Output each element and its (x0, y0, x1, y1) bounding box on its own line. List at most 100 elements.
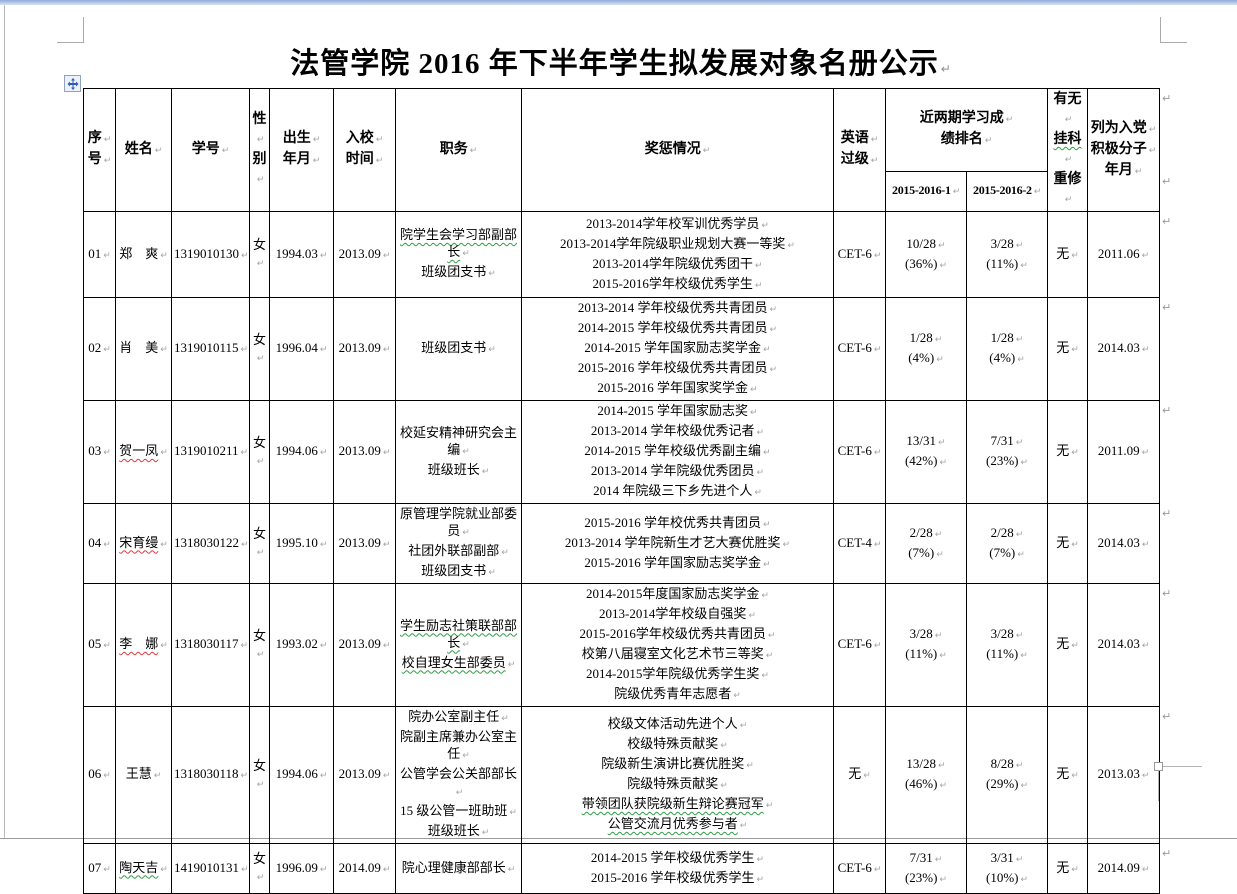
awards-cell[interactable]: 2014-2015 学年国家励志奖 2013-2014 学年校级优秀记者 2014-… (521, 400, 834, 504)
page-title[interactable]: 法管学院 2016 年下半年学生拟发展对象名册公示 ↵ (83, 40, 1159, 82)
retake-cell[interactable]: 无 (1047, 583, 1089, 707)
birth-date-cell[interactable]: 1994.06 (269, 706, 334, 844)
name-cell[interactable]: 宋育缦 (115, 503, 172, 584)
english-level-cell[interactable]: CET-6 (833, 297, 886, 401)
english-level-cell[interactable]: CET-4 (833, 503, 886, 584)
header-rank-group[interactable]: 近两期学习成绩排名 (884, 87, 1049, 173)
student-id-cell[interactable]: 1319010130 (171, 211, 250, 298)
english-level-cell[interactable]: 无 (833, 706, 886, 844)
student-id-cell[interactable]: 1318030118 (171, 706, 250, 844)
english-level-cell[interactable]: CET-6 (833, 211, 886, 298)
header-serial[interactable]: 序号 (83, 88, 116, 212)
rank-term2-cell[interactable]: 7/31 (23%) (965, 400, 1049, 504)
awards-cell[interactable]: 2013-2014 学年校级优秀共青团员 2014-2015 学年校级优秀共青团员… (521, 297, 834, 401)
name-cell[interactable]: 王慧 (115, 706, 172, 844)
rank-term2-cell[interactable]: 2/28 (7%) (965, 503, 1049, 584)
awards-cell[interactable]: 校级文体活动先进个人校级特殊贡献奖院级新生演讲比赛优胜奖院级特殊贡献奖带领团队获… (521, 706, 834, 844)
enroll-date-cell[interactable]: 2014.09 (333, 843, 396, 894)
header-awards[interactable]: 奖惩情况 (521, 88, 834, 212)
header-rank-term1[interactable]: 2015-2016-1 (885, 171, 967, 212)
awards-cell[interactable]: 2014-2015 学年校级优秀学生 2015-2016 学年校级优秀学生 (521, 843, 834, 894)
header-name[interactable]: 姓名 (115, 88, 172, 212)
birth-date-cell[interactable]: 1996.04 (269, 297, 334, 401)
enroll-date-cell[interactable]: 2013.09 (333, 706, 396, 844)
name-cell[interactable]: 贺一凤 (115, 400, 172, 504)
english-level-cell[interactable]: CET-6 (833, 843, 886, 894)
retake-cell[interactable]: 无 (1047, 211, 1089, 298)
gender-cell[interactable]: 女 (249, 843, 270, 894)
serial-cell[interactable]: 04 (83, 503, 116, 584)
rank-term2-cell[interactable]: 3/31 (10%) (965, 843, 1049, 894)
serial-cell[interactable]: 07 (83, 843, 116, 894)
position-cell[interactable]: 院办公室副主任院副主席兼办公室主任公管学会公关部部长 15 级公管一班助班班级班长 (395, 706, 522, 844)
table-resize-handle[interactable] (1154, 762, 1163, 771)
awards-cell[interactable]: 2015-2016 学年校优秀共青团员 2013-2014 学年院新生才艺大赛优胜… (521, 503, 834, 584)
activist-date-cell[interactable]: 2011.09 (1087, 400, 1161, 504)
activist-date-cell[interactable]: 2014.03 (1087, 583, 1161, 707)
gender-cell[interactable]: 女 (249, 297, 270, 401)
retake-cell[interactable]: 无 (1047, 706, 1089, 844)
header-position[interactable]: 职务 (395, 88, 522, 212)
activist-date-cell[interactable]: 2014.09 (1087, 843, 1161, 894)
serial-cell[interactable]: 02 (83, 297, 116, 401)
header-activist[interactable]: 列为入党积极分子年月 (1087, 88, 1161, 212)
rank-term2-cell[interactable]: 8/28 (29%) (965, 706, 1049, 844)
header-enroll[interactable]: 入校时间 (333, 88, 396, 212)
header-birth[interactable]: 出生年月 (269, 88, 334, 212)
position-cell[interactable]: 学生励志社策联部部长校自理女生部委员 (395, 583, 522, 707)
enroll-date-cell[interactable]: 2013.09 (333, 503, 396, 584)
rank-term1-cell[interactable]: 13/28 (46%) (885, 706, 967, 844)
header-english[interactable]: 英语过级 (833, 88, 886, 212)
english-level-cell[interactable]: CET-6 (833, 583, 886, 707)
rank-term1-cell[interactable]: 10/28 (36%) (885, 211, 967, 298)
student-id-cell[interactable]: 1318030117 (171, 583, 250, 707)
serial-cell[interactable]: 03 (83, 400, 116, 504)
table-move-handle[interactable] (64, 75, 81, 92)
gender-cell[interactable]: 女 (249, 400, 270, 504)
serial-cell[interactable]: 01 (83, 211, 116, 298)
rank-term2-cell[interactable]: 3/28 (11%) (965, 211, 1049, 298)
birth-date-cell[interactable]: 1994.06 (269, 400, 334, 504)
header-student-id[interactable]: 学号 (171, 88, 250, 212)
retake-cell[interactable]: 无 (1047, 503, 1089, 584)
student-id-cell[interactable]: 1319010115 (171, 297, 250, 401)
name-cell[interactable]: 郑 爽 (115, 211, 172, 298)
enroll-date-cell[interactable]: 2013.09 (333, 297, 396, 401)
enroll-date-cell[interactable]: 2013.09 (333, 211, 396, 298)
birth-date-cell[interactable]: 1994.03 (269, 211, 334, 298)
name-cell[interactable]: 肖 美 (115, 297, 172, 401)
header-rank-term2[interactable]: 2015-2016-2 (965, 171, 1049, 212)
gender-cell[interactable]: 女 (249, 503, 270, 584)
student-id-cell[interactable]: 1419010131 (171, 843, 250, 894)
activist-date-cell[interactable]: 2013.03 (1087, 706, 1161, 844)
english-level-cell[interactable]: CET-6 (833, 400, 886, 504)
gender-cell[interactable]: 女 (249, 211, 270, 298)
position-cell[interactable]: 院学生会学习部副部长班级团支书 (395, 211, 522, 298)
retake-cell[interactable]: 无 (1047, 297, 1089, 401)
rank-term1-cell[interactable]: 7/31 (23%) (885, 843, 967, 894)
awards-cell[interactable]: 2013-2014学年校军训优秀学员 2013-2014学年院级职业规划大赛一等奖… (521, 211, 834, 298)
position-cell[interactable]: 院心理健康部部长 (395, 843, 522, 894)
awards-cell[interactable]: 2014-2015年度国家励志奖学金 2013-2014学年校级自强奖 2015-2… (521, 583, 834, 707)
header-retake[interactable]: 有无挂科重修 (1047, 88, 1089, 212)
name-cell[interactable]: 陶天吉 (115, 843, 172, 894)
rank-term2-cell[interactable]: 3/28 (11%) (965, 583, 1049, 707)
gender-cell[interactable]: 女 (249, 706, 270, 844)
activist-date-cell[interactable]: 2014.03 (1087, 503, 1161, 584)
gender-cell[interactable]: 女 (249, 583, 270, 707)
retake-cell[interactable]: 无 (1047, 400, 1089, 504)
enroll-date-cell[interactable]: 2013.09 (333, 583, 396, 707)
serial-cell[interactable]: 05 (83, 583, 116, 707)
header-gender[interactable]: 性别 (249, 88, 270, 212)
student-id-cell[interactable]: 1319010211 (171, 400, 250, 504)
enroll-date-cell[interactable]: 2013.09 (333, 400, 396, 504)
activist-date-cell[interactable]: 2011.06 (1087, 211, 1161, 298)
birth-date-cell[interactable]: 1993.02 (269, 583, 334, 707)
name-cell[interactable]: 李 娜 (115, 583, 172, 707)
rank-term1-cell[interactable]: 13/31 (42%) (885, 400, 967, 504)
rank-term1-cell[interactable]: 1/28 (4%) (885, 297, 967, 401)
position-cell[interactable]: 班级团支书 (395, 297, 522, 401)
retake-cell[interactable]: 无 (1047, 843, 1089, 894)
rank-term1-cell[interactable]: 2/28 (7%) (885, 503, 967, 584)
birth-date-cell[interactable]: 1995.10 (269, 503, 334, 584)
